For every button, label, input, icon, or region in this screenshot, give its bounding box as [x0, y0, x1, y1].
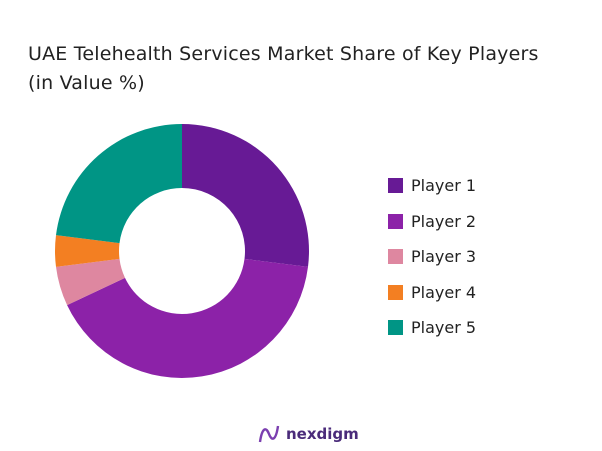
legend-label: Player 3 [411, 247, 477, 267]
legend-item: Player 1 [388, 168, 476, 204]
legend-item: Player 2 [388, 204, 476, 240]
chart-title: UAE Telehealth Services Market Share of … [28, 40, 539, 98]
donut-slice-4 [55, 235, 120, 267]
logo-text: nexdigm [286, 425, 359, 443]
legend-label: Player 1 [411, 176, 477, 196]
legend-swatch [388, 320, 403, 336]
legend-label: Player 4 [411, 282, 477, 302]
legend-swatch [388, 284, 403, 300]
chart-title-line-1: UAE Telehealth Services Market Share of … [28, 43, 539, 65]
chart-title-line-2: (in Value %) [28, 72, 145, 94]
nexdigm-logo-icon [258, 425, 280, 443]
legend-item: Player 4 [388, 275, 476, 311]
legend-swatch [388, 213, 403, 229]
donut-slice-5 [56, 124, 182, 244]
donut-slice-1 [182, 124, 309, 267]
legend-item: Player 5 [388, 310, 476, 346]
legend-swatch [388, 178, 403, 194]
donut-slice-3 [56, 258, 125, 306]
legend-swatch [388, 249, 403, 265]
legend: Player 1 Player 2 Player 3 Player 4 Player 5 [388, 168, 476, 346]
legend-label: Player 5 [411, 318, 477, 338]
legend-item: Player 3 [388, 239, 476, 275]
donut-slice-2 [67, 258, 308, 378]
logo: nexdigm [258, 424, 359, 444]
legend-label: Player 2 [411, 211, 477, 231]
